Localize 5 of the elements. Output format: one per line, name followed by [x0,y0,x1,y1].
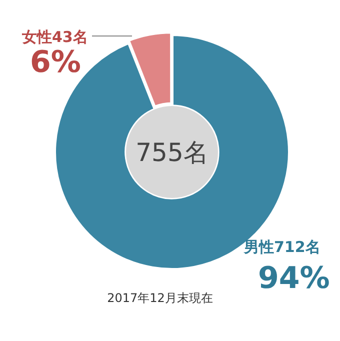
text: 2017年12月末現在 [107,291,213,305]
data-label: 94% [258,261,330,296]
slice-label: 女性43名 [21,28,88,46]
data-label: 6% [30,45,81,80]
slice-label: 男性712名 [243,238,320,256]
